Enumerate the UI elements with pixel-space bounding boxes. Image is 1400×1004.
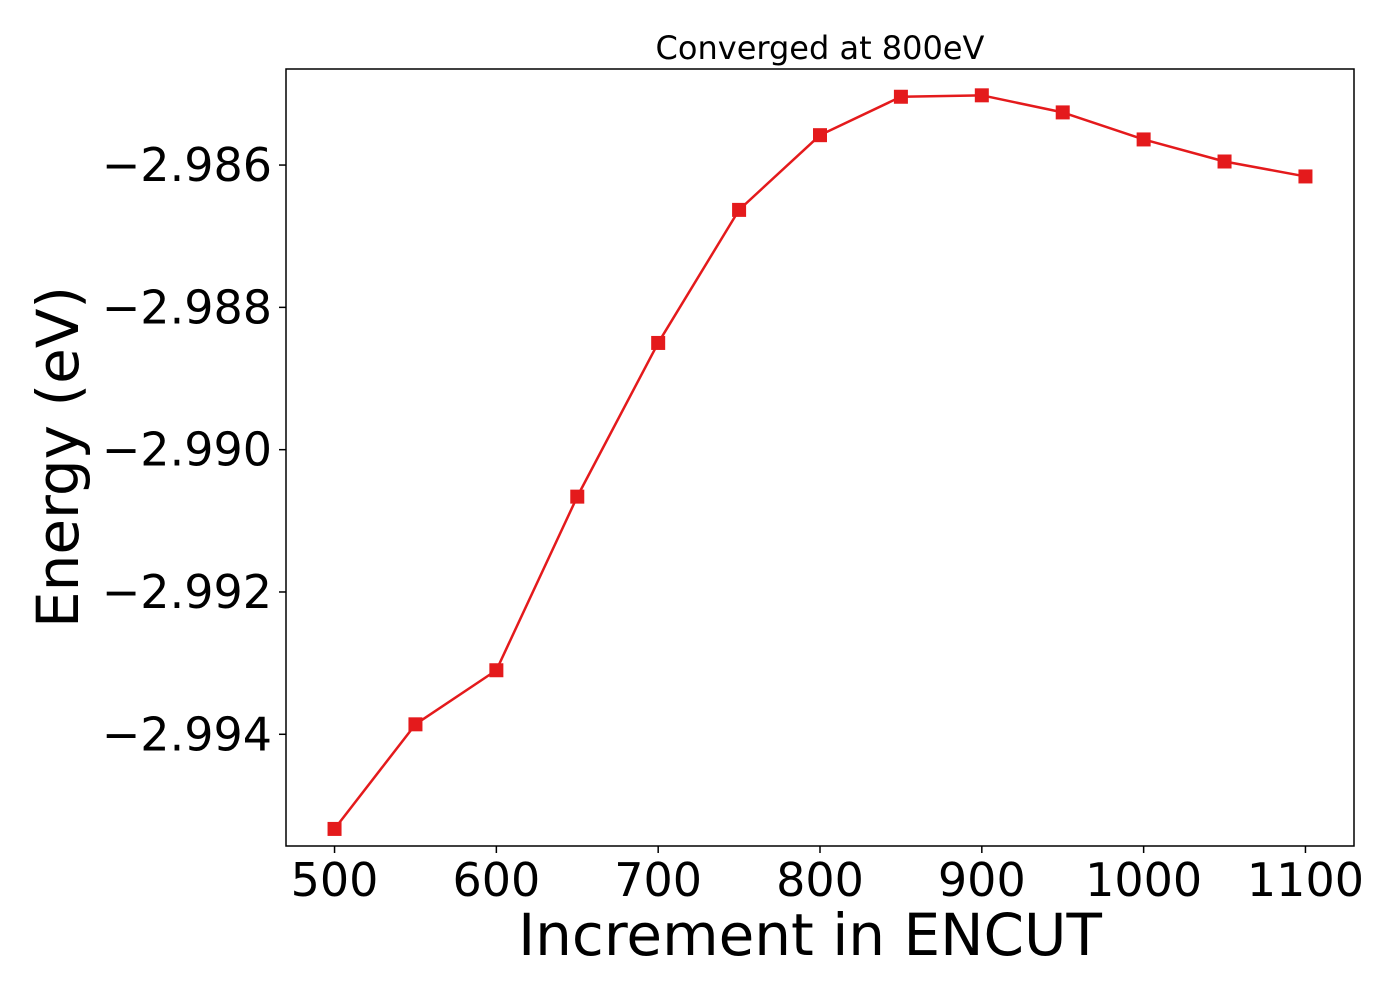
x-tick-label: 700 <box>614 853 702 907</box>
y-tick-label: −2.992 <box>102 565 272 619</box>
y-tick-label: −2.990 <box>102 423 272 477</box>
data-point-marker <box>1136 132 1151 147</box>
y-tick-label: −2.986 <box>102 138 272 192</box>
plot-frame <box>285 68 1355 847</box>
data-point-marker <box>489 663 504 678</box>
series-line <box>333 94 1306 830</box>
y-axis: −2.994 −2.992 −2.990 −2.988 −2.986 <box>102 138 286 761</box>
y-tick-label: −2.988 <box>102 280 272 334</box>
x-axis: 500 600 700 800 900 1000 1100 <box>291 846 1364 907</box>
data-point-marker <box>570 489 585 504</box>
y-axis-title: Energy (eV) <box>24 286 92 628</box>
x-tick-label: 900 <box>938 853 1026 907</box>
data-point-marker <box>327 821 342 836</box>
x-tick-label: 800 <box>776 853 864 907</box>
x-tick-label: 500 <box>291 853 379 907</box>
y-tick-label: −2.994 <box>102 707 272 761</box>
data-point-marker <box>1217 154 1232 169</box>
x-tick-label: 1100 <box>1247 853 1364 907</box>
data-point-marker <box>732 202 747 217</box>
x-tick-label: 1000 <box>1085 853 1202 907</box>
x-axis-title: Increment in ENCUT <box>518 901 1102 969</box>
data-point-marker <box>813 128 827 143</box>
data-point-marker <box>893 89 908 104</box>
data-point-marker <box>1055 105 1070 120</box>
chart-title: Converged at 800eV <box>656 29 985 67</box>
data-point-marker <box>408 717 423 732</box>
data-point-marker <box>1298 169 1313 184</box>
plot-area <box>327 88 1313 836</box>
x-tick-label: 600 <box>452 853 540 907</box>
data-point-marker <box>651 335 666 350</box>
data-point-marker <box>974 88 989 103</box>
